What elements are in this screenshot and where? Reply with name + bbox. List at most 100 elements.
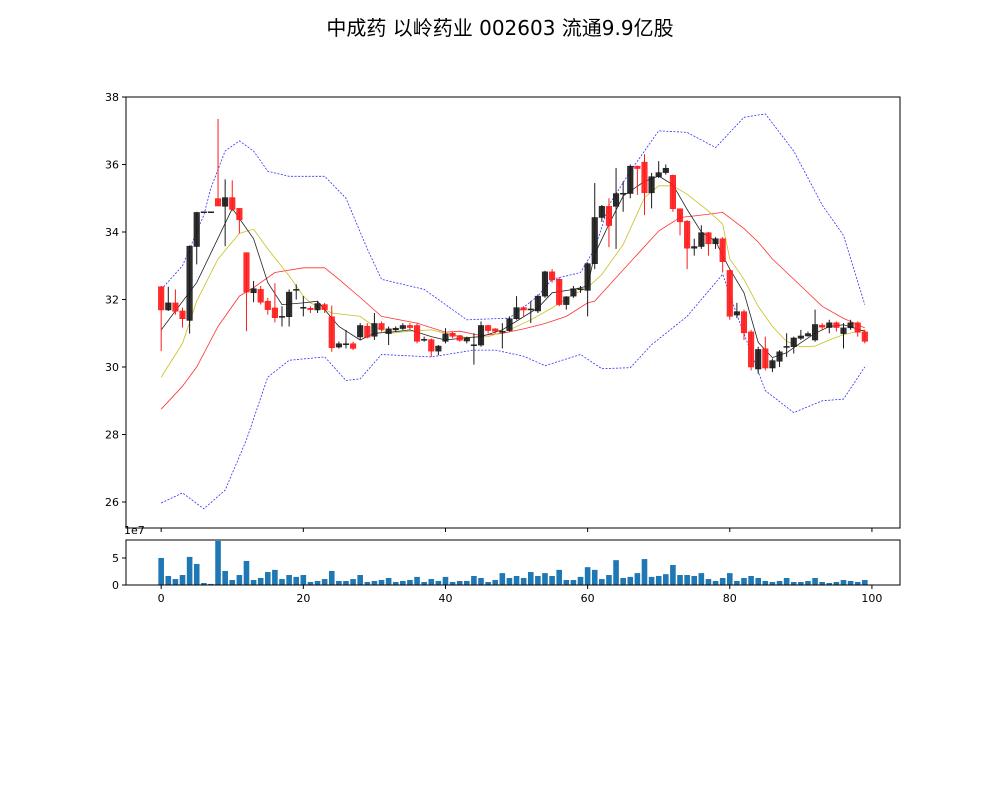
candle-body [435,345,442,352]
ma10-line [160,185,865,378]
candle-body [357,325,364,338]
volume-axes-frame [125,539,901,586]
volume-bar [705,579,712,585]
chart-title: 中成药 以岭药业 002603 流通9.9亿股 [326,16,673,40]
candle-body [442,333,449,342]
candle-body [406,325,413,328]
volume-bar [741,577,747,585]
candle-body [264,300,271,310]
x-tick-label: 80 [723,592,737,605]
volume-bar [776,581,783,585]
volume-scale-label: 1e7 [124,524,145,537]
volume-bar [435,581,442,585]
volume-bar [314,581,321,585]
volume-bar [264,572,271,585]
x-tick-label: 100 [861,592,882,605]
x-tick-label: 0 [158,592,165,605]
volume-plot-area [158,540,868,585]
candle-body [527,308,534,311]
candle-body [214,198,222,207]
candle-body [847,322,854,329]
volume-bar [591,569,598,585]
volume-bar [762,581,769,585]
volume-bar [812,577,818,585]
volume-bar [535,575,541,585]
candle-body [278,316,286,318]
candle-body [179,310,186,319]
candle-body [584,263,591,291]
y-tick-label: 38 [105,91,119,104]
volume-bar [378,579,385,585]
candle-body [755,349,762,370]
volume-bar [826,583,833,585]
candle-body [641,161,648,194]
x-tick-label: 40 [438,592,452,605]
candle-body [797,335,804,339]
price-plot-area [158,113,868,510]
candle-body [257,289,264,303]
candle-body [335,343,342,348]
volume-bar [343,581,349,585]
candle-body [549,271,556,281]
candle-body [762,348,769,369]
candle-body [449,333,456,337]
volume-bar [201,583,207,585]
volume-bar [542,573,548,585]
candle-body [577,288,584,290]
candle-body [286,291,293,317]
volume-bar [357,575,363,585]
candle-body [854,322,861,333]
volume-bar [847,581,854,585]
candle-body [328,316,335,349]
candle-body [520,307,527,311]
ma5-line [160,175,865,359]
candle-body [719,238,726,262]
candle-body [236,208,243,221]
candle-body [193,212,200,247]
candle-body [627,165,634,194]
candle-body [684,220,691,249]
volume-bar [520,577,527,585]
volume-bar [186,556,193,585]
candle-body [712,238,719,245]
candle-body [342,343,350,345]
candle-body [271,307,278,318]
candle-body [740,311,748,334]
candle-body [165,302,172,311]
volume-bar [819,581,825,585]
y-tick-label: 32 [105,294,119,307]
candle-body [463,337,470,342]
volume-bar [293,576,300,585]
volume-bar [783,577,790,585]
candle-body [563,296,570,305]
candle-body [293,289,300,291]
volume-bar [584,567,591,585]
volume-bar [734,581,740,585]
candle-body [733,311,740,316]
candle-body [513,307,520,319]
candle-body [250,288,257,294]
volume-bar [655,575,662,585]
candle-body [314,303,321,311]
volume-bar [257,577,264,585]
candle-body [655,172,662,177]
volume-bar [570,579,577,585]
candle-body [648,176,655,194]
candle-body [243,252,250,293]
volume-bar [385,577,392,585]
volume-bar [492,579,499,585]
volume-bar [726,573,733,585]
volume-bar [279,579,285,585]
candle-body [456,335,463,341]
volume-bar [499,573,506,585]
candle-body [705,232,712,245]
volume-bar [641,559,648,585]
volume-bar [663,574,669,585]
candle-body [350,343,357,349]
candle-body [534,295,541,312]
volume-bar [428,579,435,585]
candle-body [804,333,812,337]
candle-body [776,351,783,362]
volume-bar [862,579,868,585]
volume-bar [336,581,342,585]
